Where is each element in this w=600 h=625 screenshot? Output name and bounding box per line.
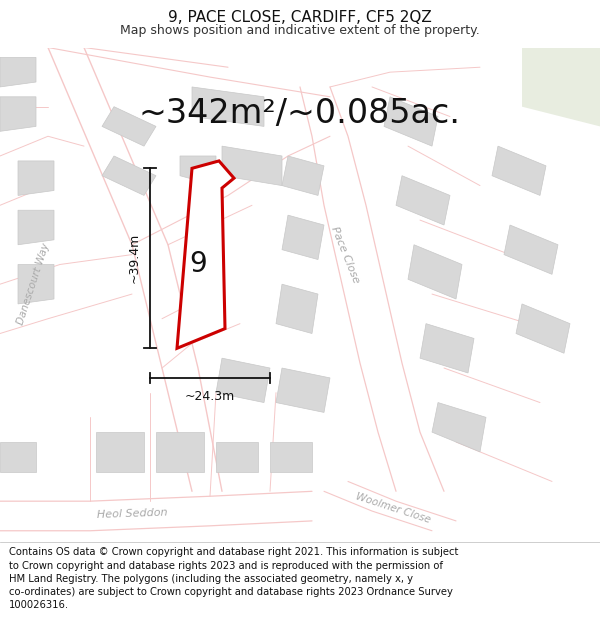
Polygon shape bbox=[276, 368, 330, 413]
Polygon shape bbox=[18, 161, 54, 196]
Text: ~342m²/~0.085ac.: ~342m²/~0.085ac. bbox=[138, 97, 460, 130]
Polygon shape bbox=[216, 442, 258, 472]
Polygon shape bbox=[276, 284, 318, 334]
Text: Heol Seddon: Heol Seddon bbox=[97, 508, 167, 520]
Polygon shape bbox=[282, 215, 324, 259]
Polygon shape bbox=[18, 210, 54, 245]
Polygon shape bbox=[192, 87, 264, 126]
Polygon shape bbox=[282, 156, 324, 196]
Polygon shape bbox=[18, 264, 54, 304]
Polygon shape bbox=[102, 107, 156, 146]
Polygon shape bbox=[420, 324, 474, 373]
Polygon shape bbox=[384, 97, 438, 146]
Polygon shape bbox=[96, 432, 144, 472]
Polygon shape bbox=[0, 97, 36, 131]
Text: Danescourt Way: Danescourt Way bbox=[15, 242, 51, 326]
Polygon shape bbox=[408, 245, 462, 299]
Polygon shape bbox=[222, 146, 282, 186]
Polygon shape bbox=[0, 58, 36, 87]
Polygon shape bbox=[180, 156, 216, 186]
Text: 9: 9 bbox=[189, 251, 207, 279]
Polygon shape bbox=[522, 48, 600, 126]
Polygon shape bbox=[504, 225, 558, 274]
Polygon shape bbox=[516, 304, 570, 353]
Polygon shape bbox=[492, 146, 546, 196]
Text: Contains OS data © Crown copyright and database right 2021. This information is : Contains OS data © Crown copyright and d… bbox=[9, 548, 458, 610]
Text: Woolmer Close: Woolmer Close bbox=[355, 492, 431, 526]
Polygon shape bbox=[216, 358, 270, 402]
Text: ~39.4m: ~39.4m bbox=[128, 233, 141, 283]
Text: 9, PACE CLOSE, CARDIFF, CF5 2QZ: 9, PACE CLOSE, CARDIFF, CF5 2QZ bbox=[168, 11, 432, 26]
Text: ~24.3m: ~24.3m bbox=[185, 390, 235, 403]
Polygon shape bbox=[156, 432, 204, 472]
Polygon shape bbox=[396, 176, 450, 225]
Text: Pace Close: Pace Close bbox=[329, 225, 361, 284]
Polygon shape bbox=[102, 156, 156, 196]
Text: Map shows position and indicative extent of the property.: Map shows position and indicative extent… bbox=[120, 24, 480, 37]
Polygon shape bbox=[177, 161, 234, 348]
Polygon shape bbox=[0, 442, 36, 472]
Polygon shape bbox=[270, 442, 312, 472]
Polygon shape bbox=[432, 402, 486, 452]
